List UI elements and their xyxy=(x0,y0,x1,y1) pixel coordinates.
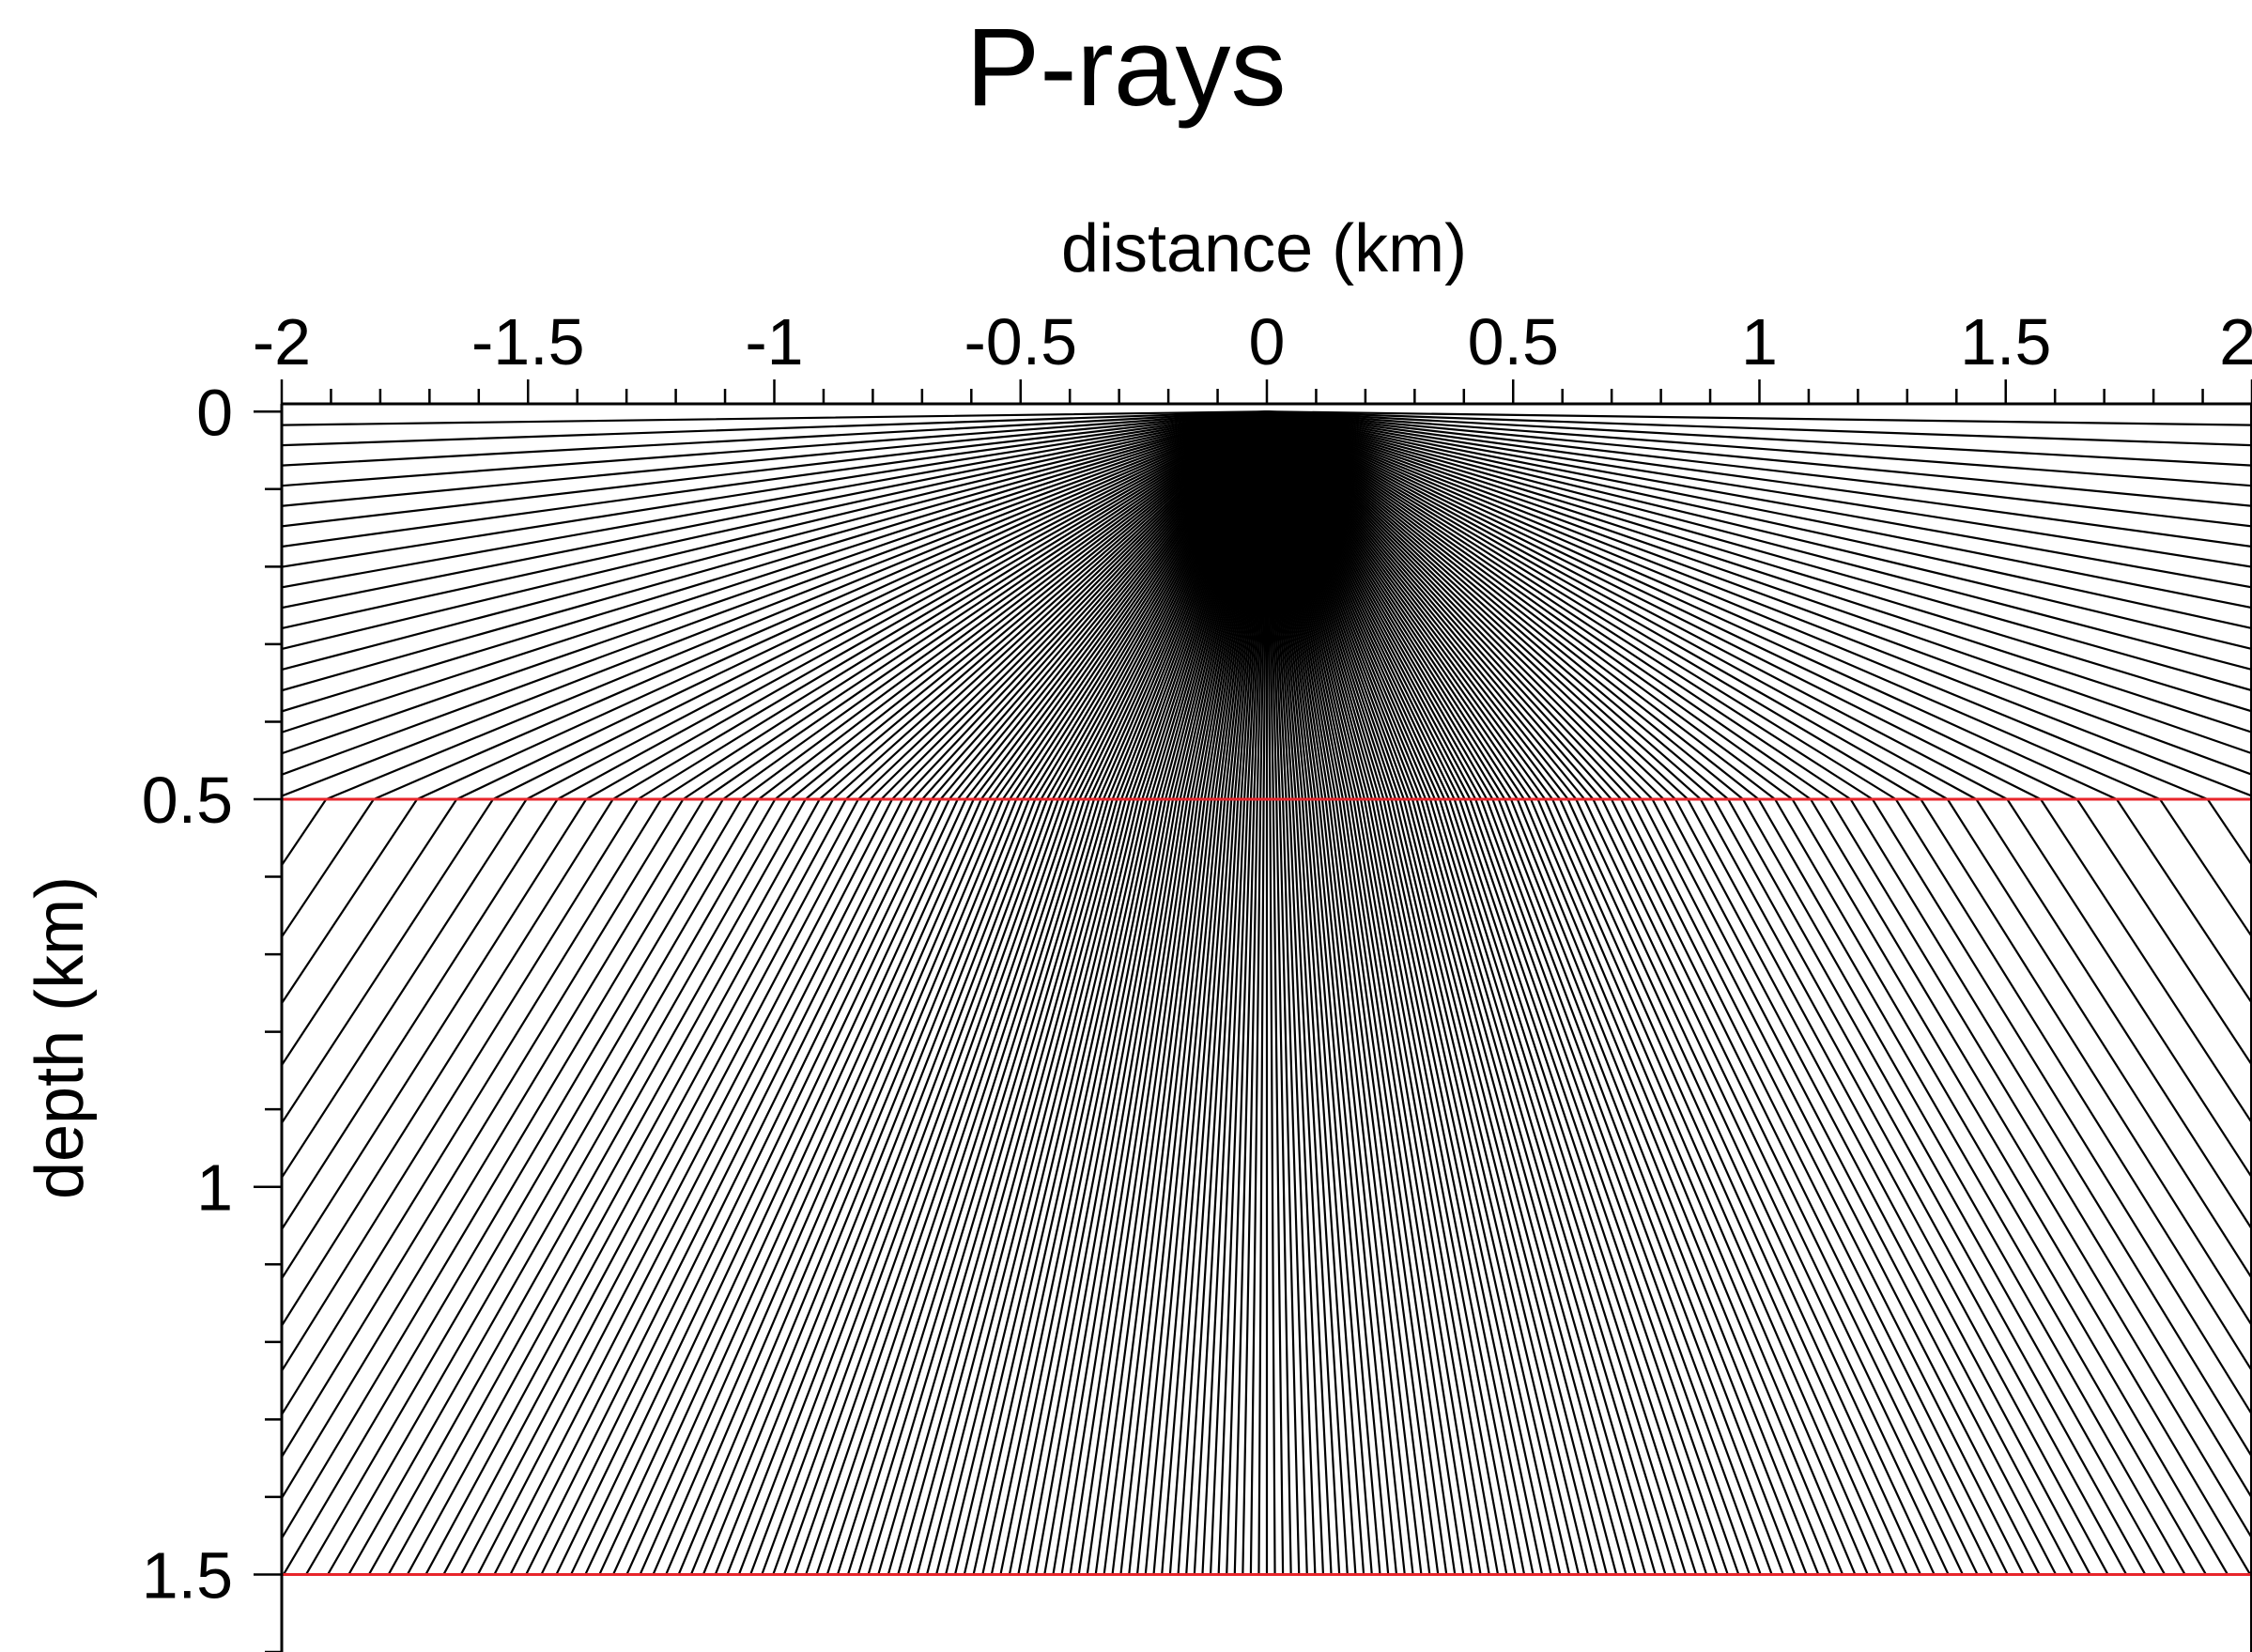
y-tick-label: 1 xyxy=(196,1151,233,1225)
ray-path xyxy=(282,410,1268,797)
x-tick-label: 0.5 xyxy=(1468,305,1559,378)
ray-path xyxy=(282,410,1268,755)
x-tick-label: 2 xyxy=(2219,305,2252,378)
x-axis-label: distance (km) xyxy=(1061,211,1467,286)
ray-path xyxy=(282,410,1268,589)
ray-path xyxy=(1266,410,2252,589)
x-tick-label: 1 xyxy=(1741,305,1778,378)
x-tick-label: -0.5 xyxy=(964,305,1077,378)
ray-path xyxy=(1266,410,2252,548)
y-tick-label: 0 xyxy=(196,376,233,449)
ray-path xyxy=(282,410,1268,568)
ray-path xyxy=(1266,410,2252,692)
ray-path xyxy=(282,410,1268,713)
chart-title: P-rays xyxy=(966,6,1287,130)
ray-path xyxy=(1266,410,2252,630)
x-tick-label: -1.5 xyxy=(471,305,585,378)
y-axis-label: depth (km) xyxy=(23,876,98,1199)
ray-paths xyxy=(282,410,2252,1576)
ray-path xyxy=(1266,410,2252,651)
x-tick-label: -2 xyxy=(253,305,311,378)
ray-path xyxy=(1266,410,2252,568)
x-axis-ticks: -2 -1.5 -1 -0.5 0 0.5 1 1.5 2 xyxy=(253,305,2252,404)
y-tick-label: 1.5 xyxy=(142,1538,233,1612)
y-axis-ticks: 0 0.5 1 1.5 xyxy=(142,376,282,1652)
ray-path xyxy=(1266,410,2252,797)
ray-path xyxy=(282,410,1268,651)
ray-path xyxy=(282,410,1268,630)
ray-path xyxy=(1266,410,2252,610)
ray-path xyxy=(282,410,1268,548)
ray-path xyxy=(282,410,1268,777)
ray-path xyxy=(282,410,1268,692)
x-tick-label: -1 xyxy=(745,305,803,378)
y-tick-label: 0.5 xyxy=(142,764,233,837)
ray-path xyxy=(1266,410,2252,672)
layer-interfaces xyxy=(282,797,2252,1576)
ray-path xyxy=(1266,410,2252,733)
ray-path xyxy=(282,410,1268,733)
ray-path xyxy=(282,410,1268,672)
ray-path xyxy=(1266,410,2252,755)
x-tick-label: 0 xyxy=(1249,305,1286,378)
ray-path xyxy=(1266,410,2252,713)
x-tick-label: 1.5 xyxy=(1960,305,2051,378)
ray-path xyxy=(282,410,1268,610)
ray-path xyxy=(1266,410,2252,777)
